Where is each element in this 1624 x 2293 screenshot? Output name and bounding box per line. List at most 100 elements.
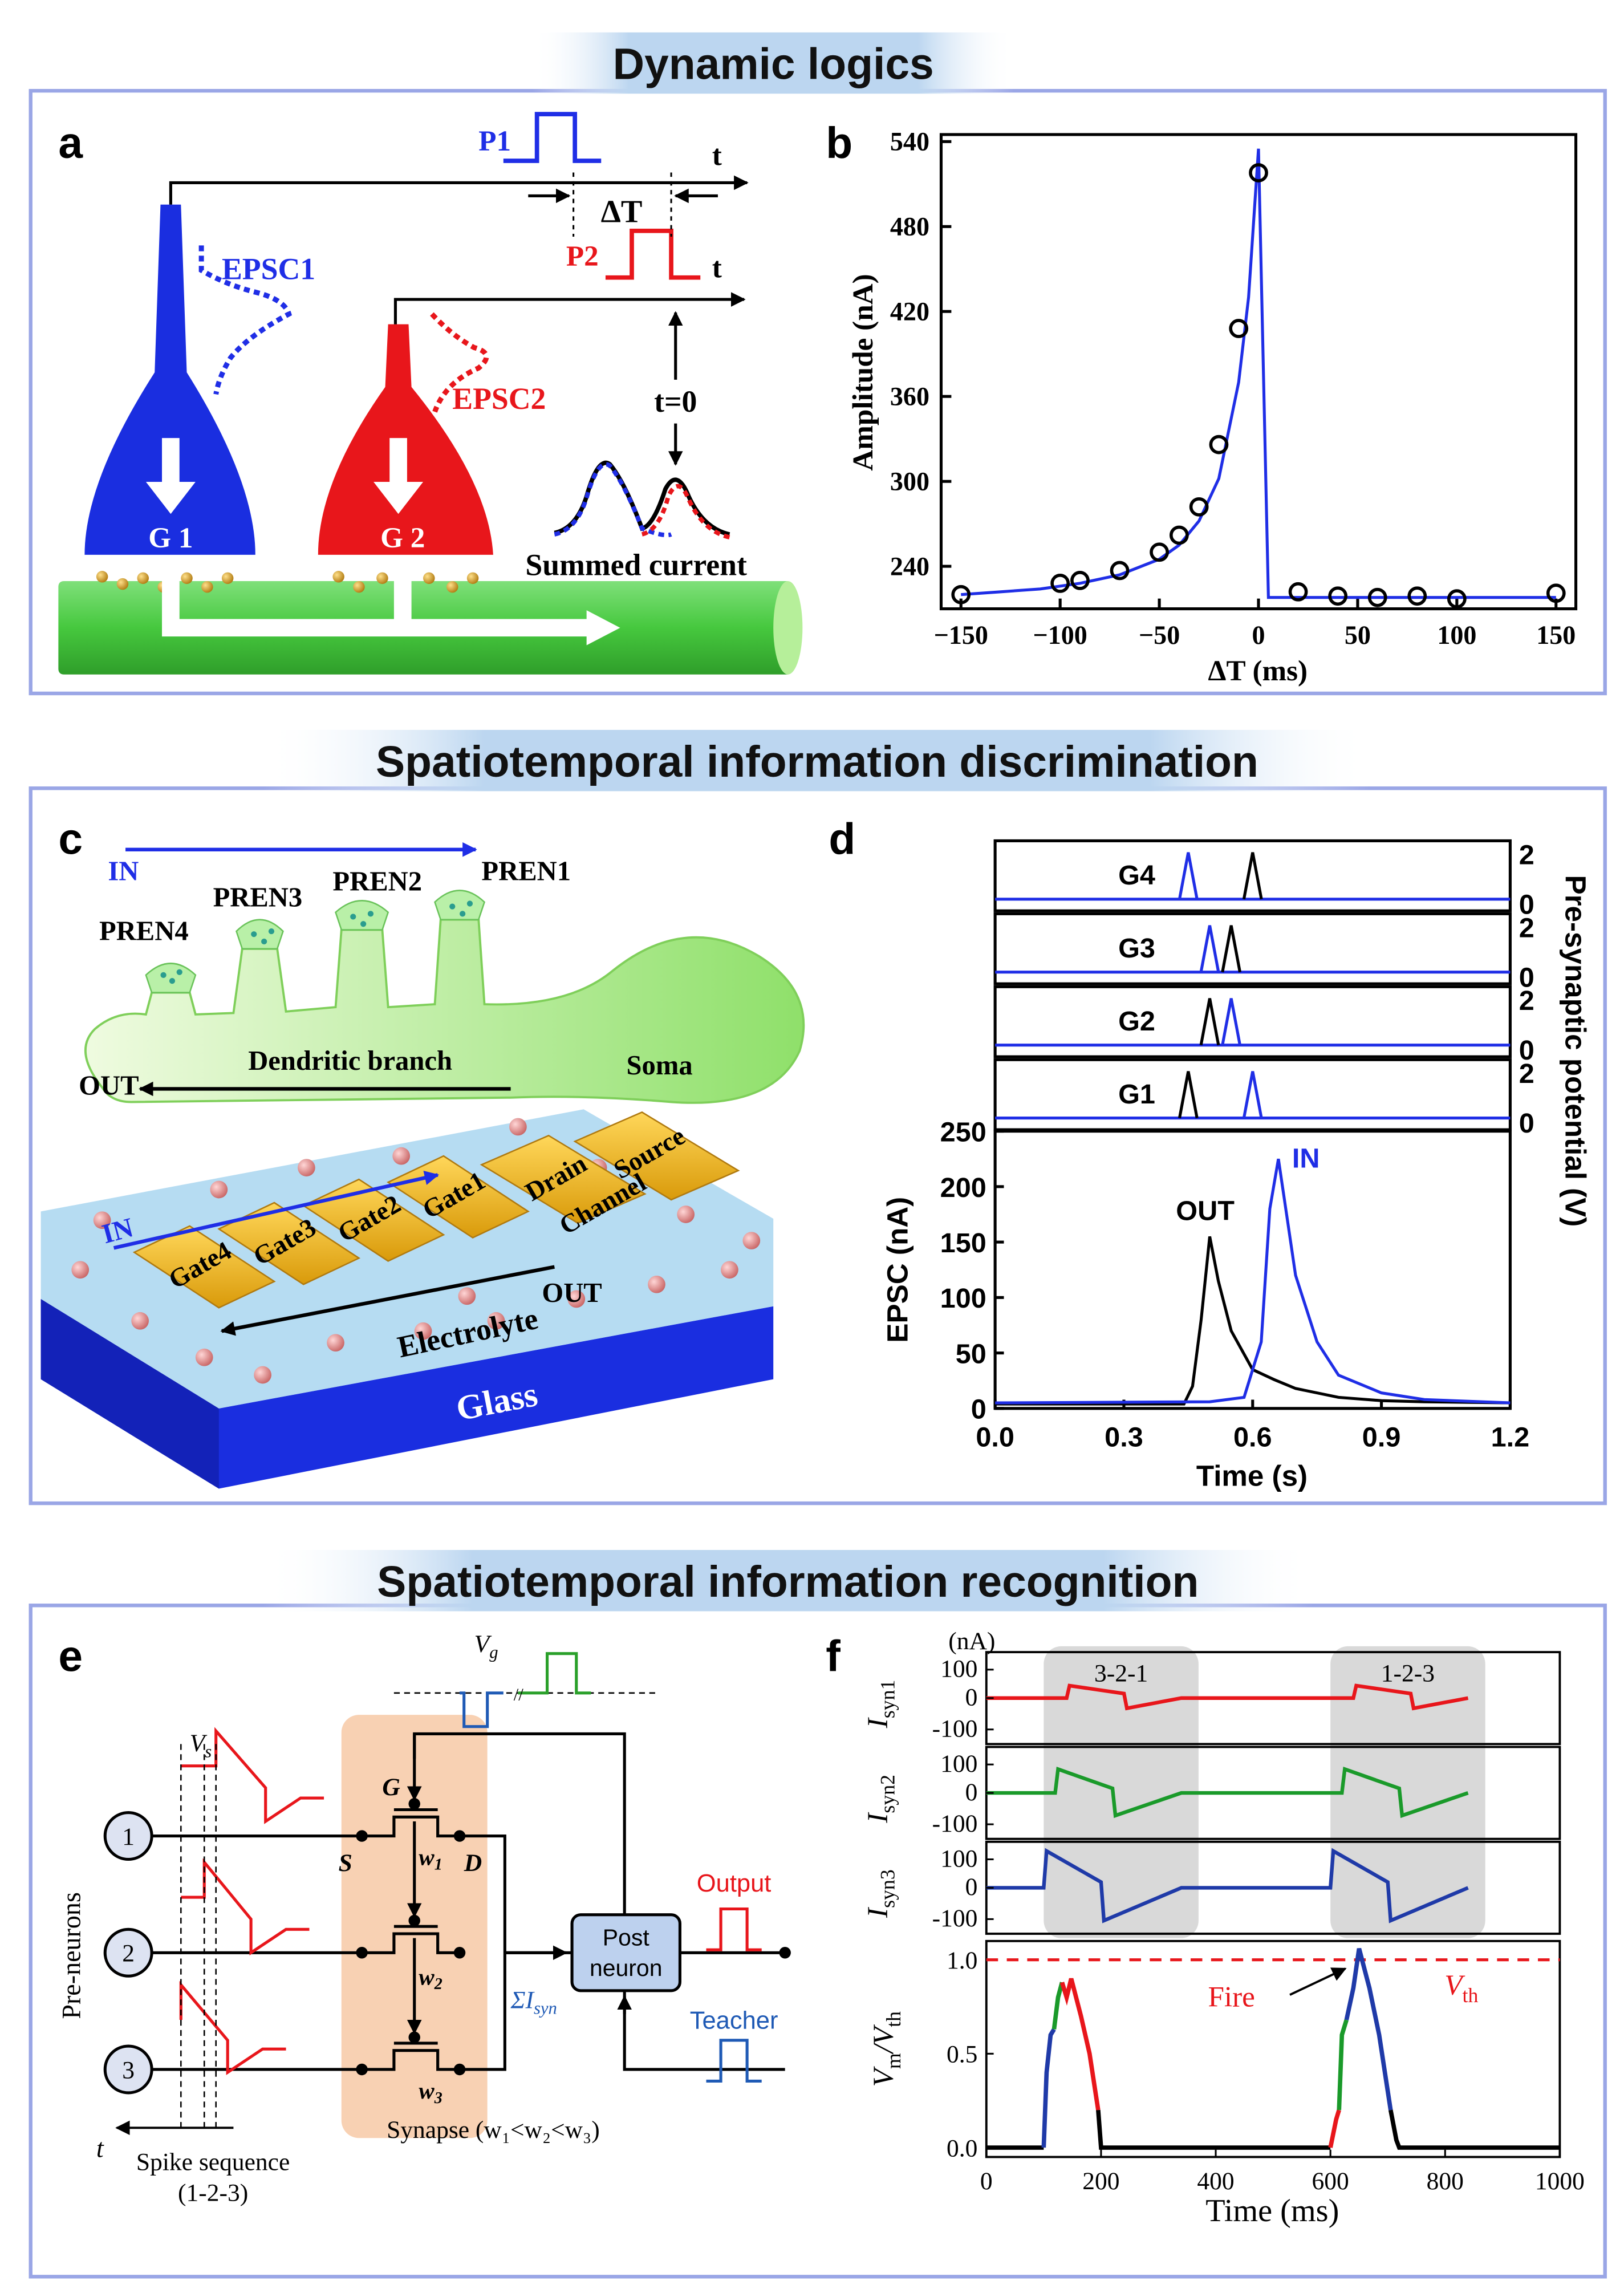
chart-f-shaded-label: 3-2-1 xyxy=(1094,1659,1148,1687)
label-post: Post xyxy=(603,1924,650,1950)
label-dendritic-branch: Dendritic branch xyxy=(248,1045,452,1076)
chart-f-ytick-label: 0 xyxy=(965,1873,978,1901)
chart-d-panel-label: G2 xyxy=(1118,1006,1155,1037)
label-neuron: neuron xyxy=(590,1955,662,1981)
chart-d-xtick-label: 0.6 xyxy=(1233,1422,1272,1452)
label-pren3: PREN3 xyxy=(213,882,303,913)
chart-d-ytick-label: 50 xyxy=(956,1338,986,1369)
label-n3: 3 xyxy=(122,2056,135,2084)
chart-d-ytick-label: 100 xyxy=(940,1283,986,1314)
vesicles xyxy=(96,571,479,593)
panel-a: G 1 G 2 P1 P2 t t ΔT EPSC1 EPSC2 t=0 xyxy=(58,112,803,675)
label-vs: Vs xyxy=(190,1730,212,1761)
chart-d-right-tick: 0 xyxy=(1519,1035,1534,1066)
chart-f-series-syn2 xyxy=(986,1767,1469,1819)
label-spike-seq: Spike sequence xyxy=(136,2149,290,2176)
chart-f-vm-red xyxy=(1059,1978,1101,2111)
chart-d-pulse-black xyxy=(1242,852,1263,900)
section-title-dynamic: Dynamic logics xyxy=(613,40,934,89)
chart-b-xlabel: ΔT (ms) xyxy=(1208,655,1308,687)
chart-d-right-tick: 2 xyxy=(1519,1058,1534,1089)
label-g1: G 1 xyxy=(148,522,193,554)
chart-f-shaded-label: 1-2-3 xyxy=(1381,1659,1435,1687)
panel-e: Vg // G S D w1 w2 w3 xyxy=(57,1630,791,2206)
label-epsc2: EPSC2 xyxy=(452,382,546,416)
section-title-recognition: Spatiotemporal information recognition xyxy=(377,1558,1199,1606)
pulse-p1 xyxy=(503,112,602,163)
chart-f-vm-blue xyxy=(1041,2028,1056,2148)
chart-f-vm-black xyxy=(1388,2109,1560,2150)
chart-b-ytick-label: 300 xyxy=(890,466,929,496)
chart-f-ytick-label: 100 xyxy=(940,1655,977,1683)
chart-d-xtick-label: 0.3 xyxy=(1105,1422,1143,1452)
panel-label-c: c xyxy=(58,815,83,863)
chart-f-vm-blue xyxy=(1344,1947,1393,2111)
chart-f-threshold-label: Vth xyxy=(1444,1969,1478,2007)
chart-b-point xyxy=(1447,589,1467,609)
chart-d-pulse-blue xyxy=(1199,925,1220,973)
chart-d-pulse-blue xyxy=(1242,1071,1263,1119)
chart-d-pulse-blue xyxy=(1178,852,1199,900)
chart-d-ylabel: EPSC (nA) xyxy=(882,1197,914,1343)
chart-d-panel-label: G4 xyxy=(1118,860,1155,891)
panel-label-d: d xyxy=(829,815,855,863)
chart-b-point xyxy=(1288,582,1308,602)
chart-b-xtick-label: 0 xyxy=(1252,620,1265,650)
svg-text://: // xyxy=(514,1685,524,1704)
pulse-p2 xyxy=(605,228,701,280)
panel-label-b: b xyxy=(826,119,852,168)
chart-b-xtick-label: 50 xyxy=(1345,620,1371,650)
chart-b-ytick-label: 240 xyxy=(890,551,929,581)
chart-b-frame xyxy=(939,133,1578,611)
banner-dynamic xyxy=(532,32,1014,94)
banner-recognition xyxy=(262,1550,1313,1612)
chart-d-panel-G2 xyxy=(993,985,1512,1058)
chart-f-ytick-label: 0.5 xyxy=(947,2041,977,2068)
chart-b-point xyxy=(1546,583,1566,603)
chart-d-right-tick: 2 xyxy=(1519,839,1534,870)
label-t1: t xyxy=(712,140,722,172)
chart-d-pulse-black xyxy=(1199,998,1220,1046)
section-title-discrimination: Spatiotemporal information discriminatio… xyxy=(376,738,1258,786)
label-s: S xyxy=(339,1849,352,1877)
chart-b-xtick-label: −150 xyxy=(934,620,988,650)
chart-f-xtick-label: 1000 xyxy=(1535,2168,1585,2195)
label-spike-order: (1-2-3) xyxy=(178,2179,248,2206)
chart-b-point xyxy=(951,585,971,604)
label-t: t xyxy=(96,2134,104,2163)
label-vg: Vg xyxy=(474,1630,498,1662)
summed-current-black xyxy=(554,460,730,537)
chart-f-ytick-label: 1.0 xyxy=(947,1947,977,1974)
label-out-device: OUT xyxy=(542,1277,602,1308)
chart-f-ytick-label: 0.0 xyxy=(947,2134,977,2162)
chart-f-ytick-label: 0 xyxy=(965,1779,978,1806)
label-t2: t xyxy=(712,252,722,285)
label-soma: Soma xyxy=(627,1050,693,1081)
chart-f-fire-label: Fire xyxy=(1208,1981,1254,2014)
chart-d-pulse-blue xyxy=(1221,998,1242,1046)
chart-f: (nA)3-2-1 1-2-31000-100Isyn11000-100Isyn2… xyxy=(862,1628,1585,2229)
chart-f-shaded-region xyxy=(1330,1646,1485,1938)
label-epsc1: EPSC1 xyxy=(222,251,315,286)
chart-b-point xyxy=(1189,497,1209,517)
label-sum-isyn: ΣIsyn xyxy=(510,1987,557,2018)
chart-f-ytick-label: 100 xyxy=(940,1845,977,1872)
chart-b-xtick-label: −100 xyxy=(1033,620,1087,650)
label-d: D xyxy=(464,1849,482,1877)
chart-f-ytick-label: 0 xyxy=(965,1684,978,1711)
chart-b-point xyxy=(1249,163,1268,182)
chart-f-xlabel: Time (ms) xyxy=(1205,2193,1339,2229)
chart-d-xlabel: Time (s) xyxy=(1196,1459,1308,1492)
label-pren1: PREN1 xyxy=(481,856,571,887)
panel-label-f: f xyxy=(826,1632,841,1681)
summed-current-red xyxy=(641,484,730,539)
axon-end xyxy=(773,581,803,675)
chart-b-point xyxy=(1169,525,1189,545)
label-n1: 1 xyxy=(122,1823,135,1850)
chart-f-ylabel-syn1: Isyn1 xyxy=(862,1680,899,1729)
chart-f-xtick-label: 0 xyxy=(980,2168,993,2195)
chart-d-xtick-label: 1.2 xyxy=(1491,1422,1530,1452)
chart-f-series-syn1 xyxy=(986,1683,1469,1711)
label-g2: G 2 xyxy=(380,522,425,554)
